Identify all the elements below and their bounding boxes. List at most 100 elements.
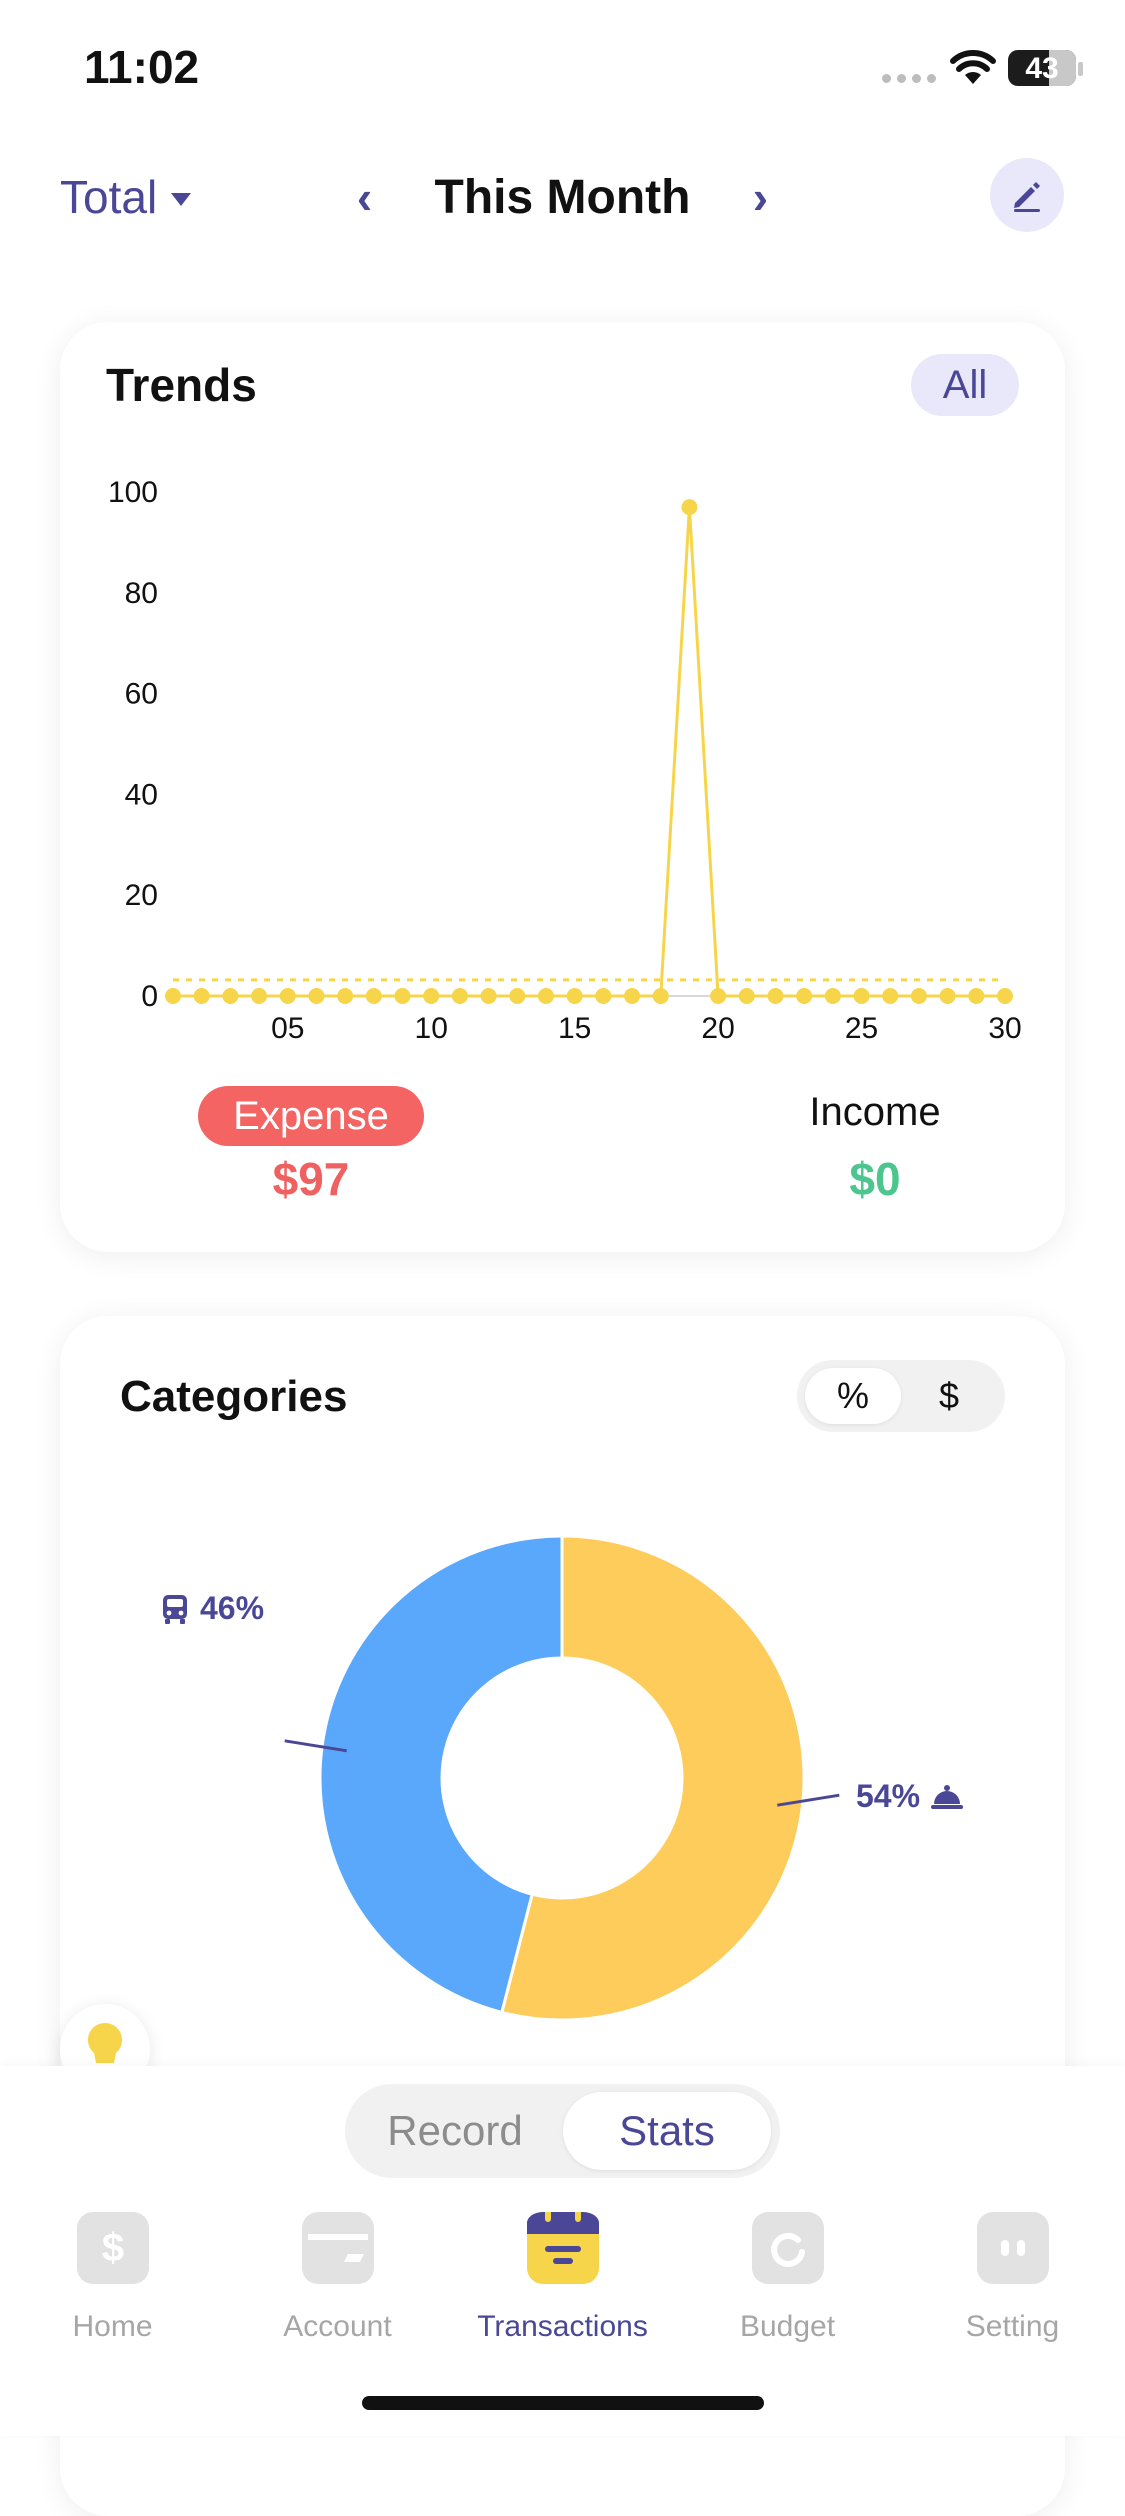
battery-level: 43 — [1025, 52, 1059, 85]
data-point — [193, 988, 210, 1004]
tab-transactions[interactable]: Transactions — [450, 2202, 675, 2352]
data-point — [710, 988, 727, 1004]
dollar-icon: $ — [77, 2212, 149, 2284]
data-point — [652, 988, 669, 1004]
x-tick-label: 30 — [988, 1012, 1021, 1045]
data-point — [968, 988, 985, 1004]
slice-leader-line — [284, 1739, 347, 1753]
data-point — [537, 988, 554, 1004]
trends-card: Trends All 0 20 40 60 80 100 05 10 15 20 25 30 Expe… — [60, 322, 1065, 1252]
slice-label-service: 54% — [856, 1778, 964, 1815]
total-label: Total — [60, 171, 158, 223]
data-point — [997, 988, 1013, 1004]
data-point — [365, 988, 382, 1004]
data-point — [824, 988, 841, 1004]
y-tick-label: 100 — [108, 476, 158, 509]
trends-title: Trends — [106, 359, 257, 411]
record-tab[interactable]: Record — [387, 2107, 523, 2154]
data-point — [853, 988, 870, 1004]
data-point — [882, 988, 899, 1004]
data-point — [681, 499, 698, 516]
x-tick-label: 20 — [701, 1012, 734, 1045]
slice-label-transport-value: 46% — [200, 1590, 265, 1626]
category-donut-chart — [284, 1534, 840, 2022]
record-stats-segment: Record Stats — [345, 2084, 780, 2178]
y-tick-label: 20 — [125, 879, 158, 912]
expense-value: $97 — [272, 1153, 350, 1205]
x-tick-label: 15 — [558, 1012, 591, 1045]
data-point — [308, 988, 325, 1004]
total-selector[interactable]: Total — [60, 170, 192, 224]
wallet-icon — [302, 2212, 374, 2284]
slice-label-service-value: 54% — [856, 1778, 921, 1814]
unit-toggle: % $ — [797, 1360, 1005, 1432]
budget-icon — [752, 2212, 824, 2284]
status-time: 11:02 — [84, 41, 200, 93]
data-point — [251, 988, 268, 1004]
data-point — [939, 988, 956, 1004]
battery-icon: 43 — [1008, 50, 1076, 86]
donut-slice — [318, 1534, 564, 2015]
header: Total ‹ This Month › — [0, 150, 1125, 250]
y-tick-label: 0 — [141, 980, 158, 1013]
tab-budget[interactable]: Budget — [675, 2202, 900, 2352]
slice-label-transport: 46% — [160, 1590, 264, 1627]
stats-tab[interactable]: Stats — [563, 2092, 771, 2170]
prev-month-button[interactable]: ‹ — [356, 171, 373, 223]
next-month-button[interactable]: › — [752, 171, 769, 223]
edit-button[interactable] — [990, 158, 1064, 232]
tab-setting-label: Setting — [965, 2310, 1060, 2343]
status-bar: 11:02 43 — [0, 0, 1125, 140]
tab-home[interactable]: $ Home — [0, 2202, 225, 2352]
trend-line-chart: 0 20 40 60 80 100 05 10 15 20 25 30 — [108, 476, 1022, 1045]
data-point — [394, 988, 411, 1004]
x-tick-label: 05 — [271, 1012, 304, 1045]
series-line — [173, 507, 1005, 998]
data-point — [796, 988, 813, 1004]
home-indicator — [362, 2396, 764, 2410]
x-tick-label: 10 — [415, 1012, 448, 1045]
data-point — [738, 988, 755, 1004]
data-point — [480, 988, 497, 1004]
bus-icon — [163, 1594, 187, 1624]
income-label[interactable]: Income — [809, 1090, 941, 1134]
caret-down-icon — [171, 192, 192, 206]
data-point — [165, 988, 181, 1004]
cellular-signal-icon — [882, 74, 936, 86]
slice-leader-line — [777, 1793, 840, 1807]
data-point — [222, 988, 239, 1004]
data-point — [624, 988, 641, 1004]
amount-toggle[interactable]: $ — [938, 1375, 960, 1416]
expense-badge[interactable]: Expense — [198, 1086, 424, 1146]
data-point — [337, 988, 354, 1004]
pencil-icon — [1014, 182, 1040, 212]
data-point — [423, 988, 440, 1004]
categories-title: Categories — [120, 1372, 348, 1421]
tab-home-label: Home — [72, 2310, 153, 2343]
battery-cap — [1078, 62, 1083, 76]
data-point — [566, 988, 583, 1004]
donut-slice — [499, 1534, 806, 2022]
tab-account[interactable]: Account — [225, 2202, 450, 2352]
y-tick-label: 40 — [125, 778, 158, 811]
tab-setting[interactable]: Setting — [900, 2202, 1125, 2352]
month-nav: ‹ This Month › — [0, 170, 1125, 225]
tab-account-label: Account — [283, 2310, 392, 2343]
income-value: $0 — [849, 1153, 901, 1205]
data-point — [767, 988, 784, 1004]
tab-budget-label: Budget — [739, 2310, 836, 2343]
data-point — [595, 988, 612, 1004]
setting-icon — [977, 2212, 1049, 2284]
calendar-icon — [527, 2212, 599, 2284]
tab-transactions-label: Transactions — [477, 2310, 648, 2343]
data-point — [509, 988, 526, 1004]
x-tick-label: 25 — [845, 1012, 878, 1045]
data-point — [279, 988, 296, 1004]
wifi-icon — [950, 50, 996, 84]
month-title: This Month — [434, 171, 691, 224]
percent-toggle[interactable]: % — [805, 1368, 901, 1424]
y-tick-label: 60 — [125, 678, 158, 711]
bottom-bar: Record Stats $ Home Account — [0, 2066, 1125, 2436]
tab-bar: $ Home Account — [0, 2202, 1125, 2352]
trends-filter-button[interactable]: All — [911, 354, 1019, 416]
